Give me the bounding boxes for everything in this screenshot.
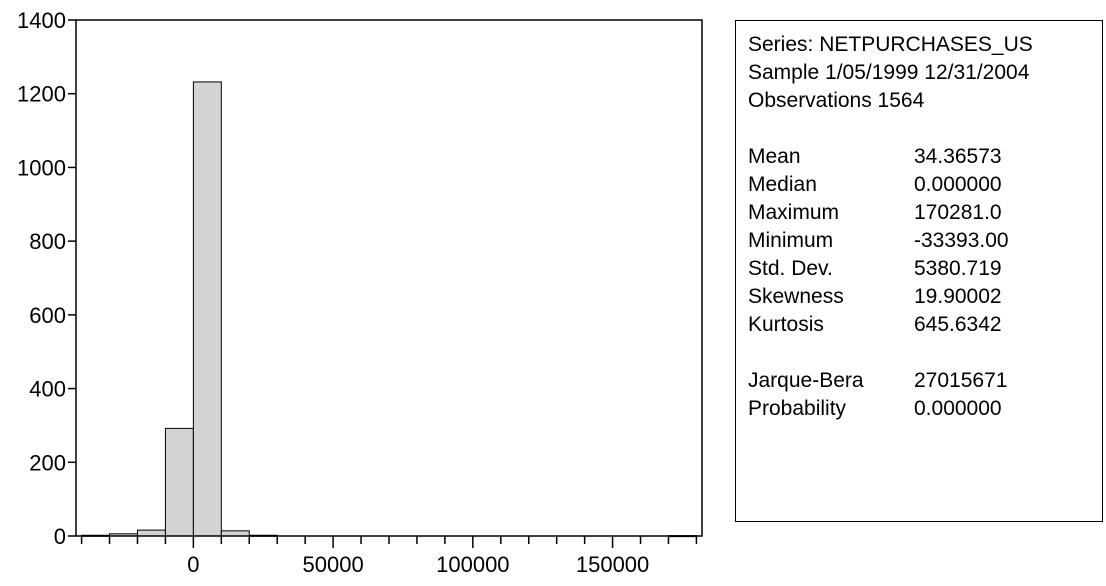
y-tick-label: 400 [29, 377, 66, 402]
stat-label: Mean [748, 145, 801, 168]
x-tick-label: 100000 [436, 552, 509, 577]
x-axis: 0 50000 100000 150000 [80, 536, 698, 577]
stat-value: 0.000000 [914, 397, 1002, 420]
y-tick-label: 600 [29, 303, 66, 328]
stat-label: Jarque-Bera [748, 369, 864, 392]
stat-row-std-dev: Std. Dev. 5380.719 [748, 255, 1102, 283]
x-tick-label: 0 [187, 552, 199, 577]
stat-label: Probability [748, 397, 847, 420]
observations-count: Observations 1564 [748, 89, 925, 112]
descriptive-stats-panel: Series: NETPURCHASES_US Sample 1/05/1999… [735, 20, 1103, 522]
stat-label: Kurtosis [748, 313, 824, 336]
stat-value: 27015671 [914, 369, 1008, 392]
stat-row-mean: Mean 34.36573 [748, 143, 1102, 171]
histogram-bar [164, 427, 194, 537]
y-tick-label: 200 [29, 450, 66, 475]
stat-row-median: Median 0.000000 [748, 171, 1102, 199]
histogram-bar [220, 530, 250, 537]
stat-row-minimum: Minimum -33393.00 [748, 227, 1102, 255]
y-tick-label: 0 [54, 524, 66, 549]
stat-row-maximum: Maximum 170281.0 [748, 199, 1102, 227]
histogram-chart: 0 200 400 600 800 1000 1200 1400 0 50000 100000 15… [17, 8, 703, 577]
stat-row-skewness: Skewness 19.90002 [748, 283, 1102, 311]
stat-value: 645.6342 [914, 313, 1002, 336]
y-tick-label: 1200 [17, 82, 66, 107]
stat-label: Std. Dev. [748, 257, 833, 280]
stat-value: 19.90002 [914, 285, 1002, 308]
stat-value: -33393.00 [914, 229, 1009, 252]
histogram-bars [81, 81, 697, 538]
plot-frame [75, 19, 703, 537]
stat-label: Skewness [748, 285, 844, 308]
stat-value: 34.36573 [914, 145, 1002, 168]
series-name: Series: NETPURCHASES_US [748, 33, 1033, 56]
stat-row-kurtosis: Kurtosis 645.6342 [748, 311, 1102, 339]
x-tick-label: 50000 [303, 552, 364, 577]
stat-value: 170281.0 [914, 201, 1002, 224]
stat-row-jarque-bera: Jarque-Bera 27015671 [748, 367, 1102, 395]
stat-row-probability: Probability 0.000000 [748, 395, 1102, 423]
y-tick-label: 1400 [17, 8, 66, 33]
stat-label: Minimum [748, 229, 834, 252]
sample-range: Sample 1/05/1999 12/31/2004 [748, 61, 1030, 84]
histogram-bar [192, 81, 222, 537]
y-tick-label: 1000 [17, 155, 66, 180]
stat-label: Maximum [748, 201, 840, 224]
x-tick-label: 150000 [576, 552, 649, 577]
stat-value: 5380.719 [914, 257, 1002, 280]
y-axis: 0 200 400 600 800 1000 1200 1400 [17, 8, 76, 549]
histogram-bar [136, 529, 166, 537]
y-tick-label: 800 [29, 229, 66, 254]
stat-value: 0.000000 [914, 173, 1002, 196]
stat-label: Median [748, 173, 817, 196]
